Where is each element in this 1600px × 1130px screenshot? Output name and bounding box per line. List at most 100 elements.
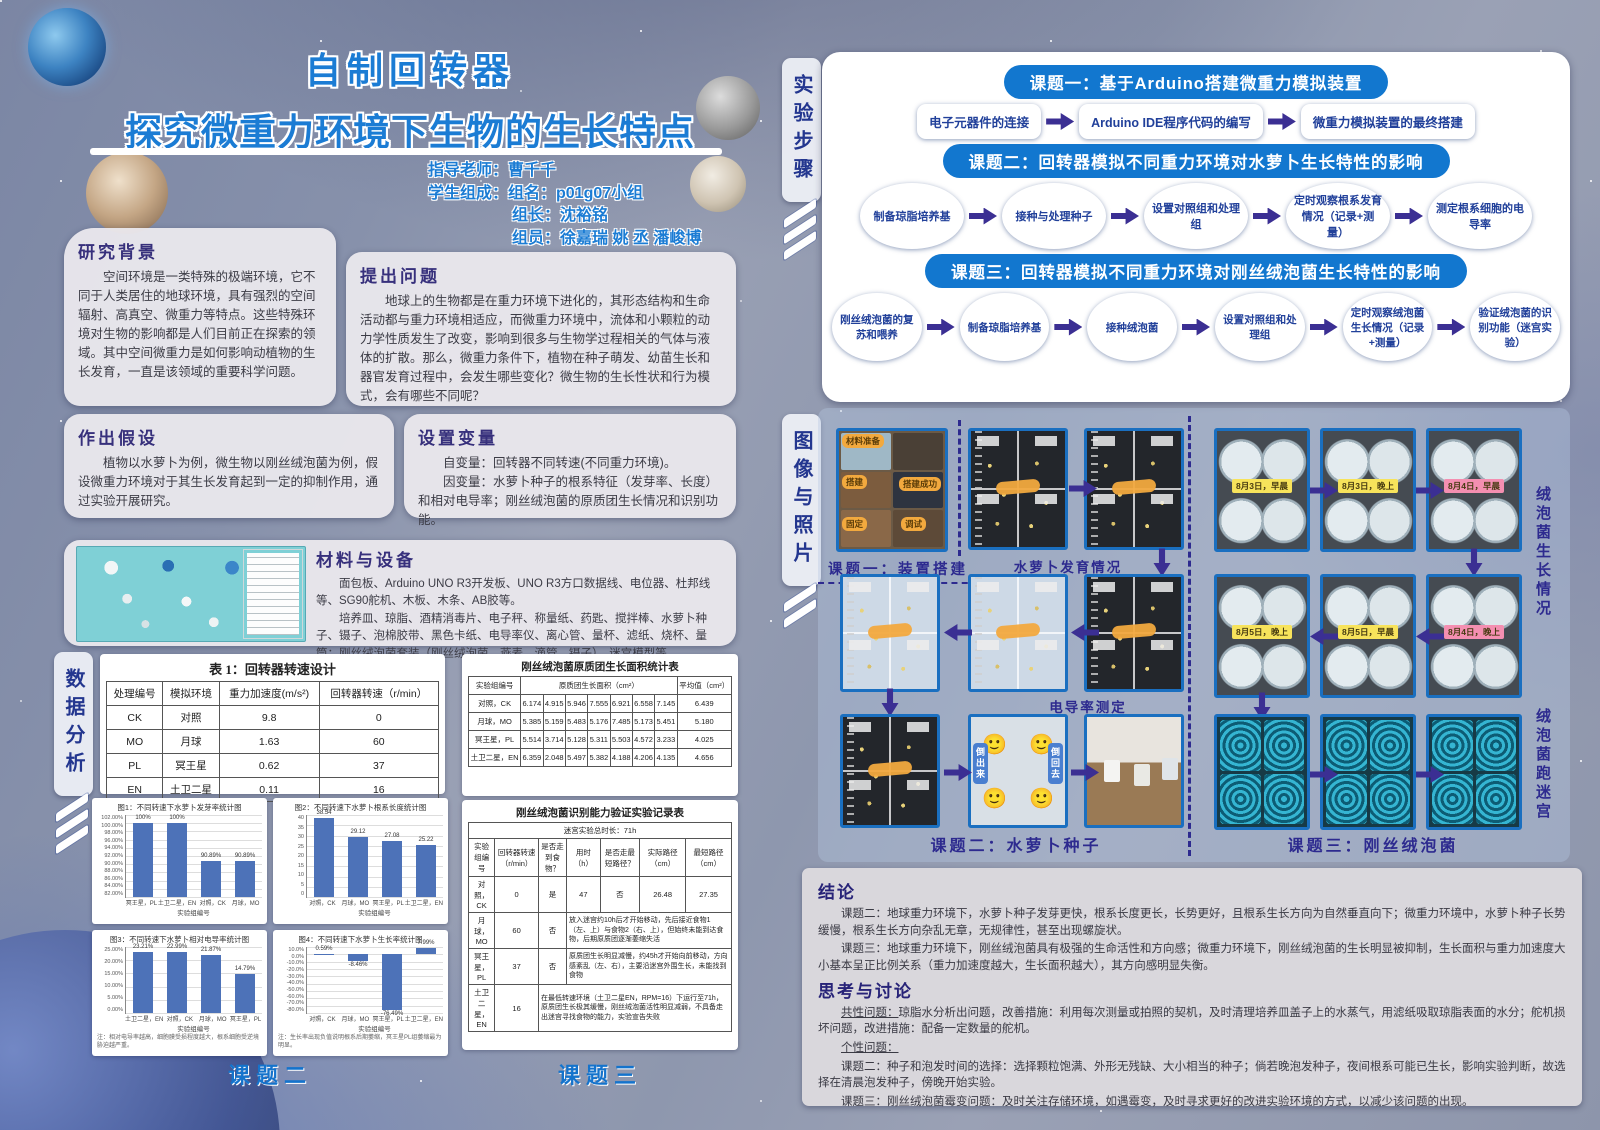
flow-step: 设置对照组和处理组 [1215, 293, 1305, 361]
table-cell: 5.385 [520, 712, 544, 731]
photos-zone: 材料准备 搭建成功 搭建 调试 固定 课题一：装置搭建 水萝卜发育情况 电导率测… [818, 408, 1570, 862]
flow-step: 定时观察根系发育情况（记录+测量） [1286, 183, 1390, 249]
table-cell: 4.135 [654, 748, 678, 767]
collage-tag: 搭建成功 [899, 477, 942, 491]
table-cell: 4.656 [676, 748, 733, 767]
table-cell: 月球，MO [467, 712, 522, 731]
data-analysis-tab: 数据分析 [54, 652, 93, 855]
credit-members: 组员：徐嘉瑞 姚 丞 潘峻博 [512, 230, 702, 248]
caption-topic2-data: 课题二 [227, 1063, 312, 1088]
table-header-cell: 回转器转速（r/min） [494, 838, 539, 877]
flow-row: 电子元器件的连接 Arduino IDE程序代码的编写 微重力模拟装置的最终搭建 [832, 104, 1560, 139]
conductivity-measure-photo [1084, 714, 1184, 828]
bar-value-label: 21.87% [200, 947, 222, 954]
table-cell: 1.63 [218, 729, 320, 754]
materials-p1: 面包板、Arduino UNO R3开发板、UNO R3方口数据线、电位器、杜邦… [316, 578, 711, 608]
maze-photo [1320, 714, 1416, 830]
emoji-face-icon: 🙂 [1029, 733, 1054, 756]
table-cell: 土卫二星，EN [467, 984, 496, 1032]
table-header-cell: 回转器转速（r/min） [318, 681, 440, 706]
bar-value-label: 38.54 [316, 810, 332, 816]
background-heading: 研究背景 [78, 243, 158, 262]
table-cell: 冥王星，PL [467, 948, 496, 985]
table-cell: 60 [318, 729, 440, 754]
credit-teacher: 指导老师：曹千千 [428, 162, 557, 179]
x-axis-categories: 冥王星，PL 土卫二星，EN 对照，CK 月球，MO [125, 901, 260, 907]
physarum-petri-photo: 8月3日，晚上 [1320, 428, 1416, 552]
flow-arrow-down-icon [1466, 549, 1483, 577]
bar-value-label: 23.21% [132, 943, 154, 950]
topic-banner: 课题一：基于Arduino搭建微重力模拟装置 [1003, 65, 1389, 99]
conclusion-panel: 结论 课题二：地球重力环境下，水萝卜种子发芽更快，根系长度更长，长势更好，且根系… [802, 868, 1582, 1108]
flow-arrow-icon [1437, 318, 1466, 336]
table-cell: 对照，CK [467, 694, 522, 713]
flow-arrow-icon [1253, 207, 1281, 225]
question-panel: 提出问题 地球上的生物都是在重力环境下进化的，其形态结构和生命活动都与重力环境相… [346, 252, 736, 406]
variables-line1: 自变量：回转器不同转速(不同重力环境)。 [443, 456, 677, 470]
table-cell: 在最低转速环境（土卫二星EN，RPM=16）下运行至71h，原质团生长极其缓慢，… [537, 984, 733, 1032]
credit-leader: 组长：沈裕铭 [512, 207, 609, 225]
sprout-photo [968, 574, 1068, 692]
experiment-steps-panel: 课题一：基于Arduino搭建微重力模拟装置电子元器件的连接 Arduino ID… [822, 52, 1570, 402]
dashed-divider [958, 420, 961, 556]
flow-step: Arduino IDE程序代码的编写 [1079, 104, 1263, 139]
table-header-cell: 迷宫实验总时长：71h [468, 822, 732, 839]
chart-title: 图4：不同转速下水萝卜生长率统计图 [298, 935, 423, 944]
table-cell: 37 [494, 948, 539, 985]
common-problem-text: 琼脂水分析出问题，改善措施：利用每次测量或拍照的契机，及时清理培养皿盖子上的水蒸… [818, 1006, 1566, 1036]
sprout-photo [1084, 428, 1184, 550]
table-cell: 5.173 [631, 712, 656, 731]
bar [133, 951, 153, 1013]
rotation-speed-table: 表 1：回转器转速设计 处理编号 模拟环境 重力加速度(m/s²) 回转器转速（r/mi… [100, 654, 445, 802]
table-cell: 7.485 [609, 712, 633, 731]
date-tag: 8月5日，早晨 [1338, 625, 1398, 640]
table-cell: 原质团生长明显减慢，约45h才开始向前移动，方向感紊乱（左、右），主要沿迷宫外围… [566, 948, 732, 985]
title-underline [90, 148, 722, 155]
bar-value-label: 90.89% [234, 852, 256, 859]
table-cell: 3.233 [654, 730, 678, 749]
conductivity-label: 电导率测定 [1049, 700, 1127, 715]
maze-vertical-label: 绒泡菌跑迷宫 [1534, 708, 1551, 822]
table-cell: 7.145 [654, 694, 678, 713]
table-cell: 60 [494, 912, 539, 949]
table-cell: 5.451 [654, 712, 678, 731]
table-cell: 6.921 [609, 694, 633, 713]
bar [167, 952, 187, 1013]
discussion-individual-label: 个性问题： [841, 1042, 899, 1055]
maze-record-table: 刚丝绒泡菌识别能力验证实验记录表 迷宫实验总时长：71h 实验组编号 回转器转速（r/… [462, 800, 738, 1050]
maze-photo [1214, 714, 1310, 830]
table-cell: 9.8 [218, 705, 320, 730]
conclusion-topic2: 课题二：地球重力环境下，水萝卜种子发芽更快，根系长度更长，长势更好，且根系生长方… [818, 908, 1566, 937]
caption-topic3: 课题三：刚丝绒泡菌 [1287, 838, 1459, 855]
question-body: 地球上的生物都是在重力环境下进化的，其形态结构和生命活动都与重力环境相适应，而微… [360, 294, 711, 403]
table-cell: 对照 [162, 705, 220, 730]
flow-step: 制备琼脂培养基 [860, 183, 964, 249]
title-line1: 自制回转器 [304, 50, 515, 91]
flow-step: 接种绒泡菌 [1087, 293, 1177, 361]
table-cell: 5.503 [609, 730, 633, 749]
chart-title: 图3：不同转速下水萝卜相对电导率统计图 [109, 935, 250, 944]
bar [133, 823, 153, 897]
table-header-cell: 重力加速度(m/s²) [218, 681, 320, 706]
table-title: 表 1：回转器转速设计 [209, 662, 336, 677]
seedling-photo [840, 714, 940, 828]
plot-area: 38.54 29.12 27.08 25.22 [306, 810, 443, 898]
table-title: 刚丝绒泡菌原质团生长面积统计表 [521, 662, 679, 673]
table-cell: 47 [566, 876, 601, 913]
data-table: 实验组编号 原质团生长面积（cm²） 平均值（cm²） 对照，CK 6.174 4.915… [467, 676, 733, 767]
flow-step: 测定根系细胞的电导率 [1428, 183, 1532, 249]
discussion-topic3: 课题三：刚丝绒泡菌霉变问题：及时关注存储环境，如遇霉变，及时寻求更好的改进实验环… [841, 1096, 1474, 1109]
table-header-cell: 实验组编号 [467, 838, 496, 877]
table-cell: 5.176 [587, 712, 611, 731]
sprout-label: 水萝卜发育情况 [1013, 560, 1123, 575]
collage-tag: 调试 [901, 517, 927, 531]
table-cell: 月球 [162, 729, 220, 754]
sprout-photo [1084, 574, 1184, 692]
table-header-cell: 是否走最短路径？ [599, 838, 641, 877]
table-header-cell: 模拟环境 [162, 681, 220, 706]
date-tag: 8月3日，晚上 [1338, 479, 1398, 494]
data-table: 迷宫实验总时长：71h 实验组编号 回转器转速（r/min） 是否走到食物？ 用时（h）… [467, 822, 733, 1032]
table-cell: 16 [318, 777, 440, 802]
hypothesis-panel: 作出假设 植物以水萝卜为例，微生物以刚丝绒泡菌为例，假设微重力环境对于其生长发育… [64, 414, 394, 518]
bar [416, 948, 436, 955]
